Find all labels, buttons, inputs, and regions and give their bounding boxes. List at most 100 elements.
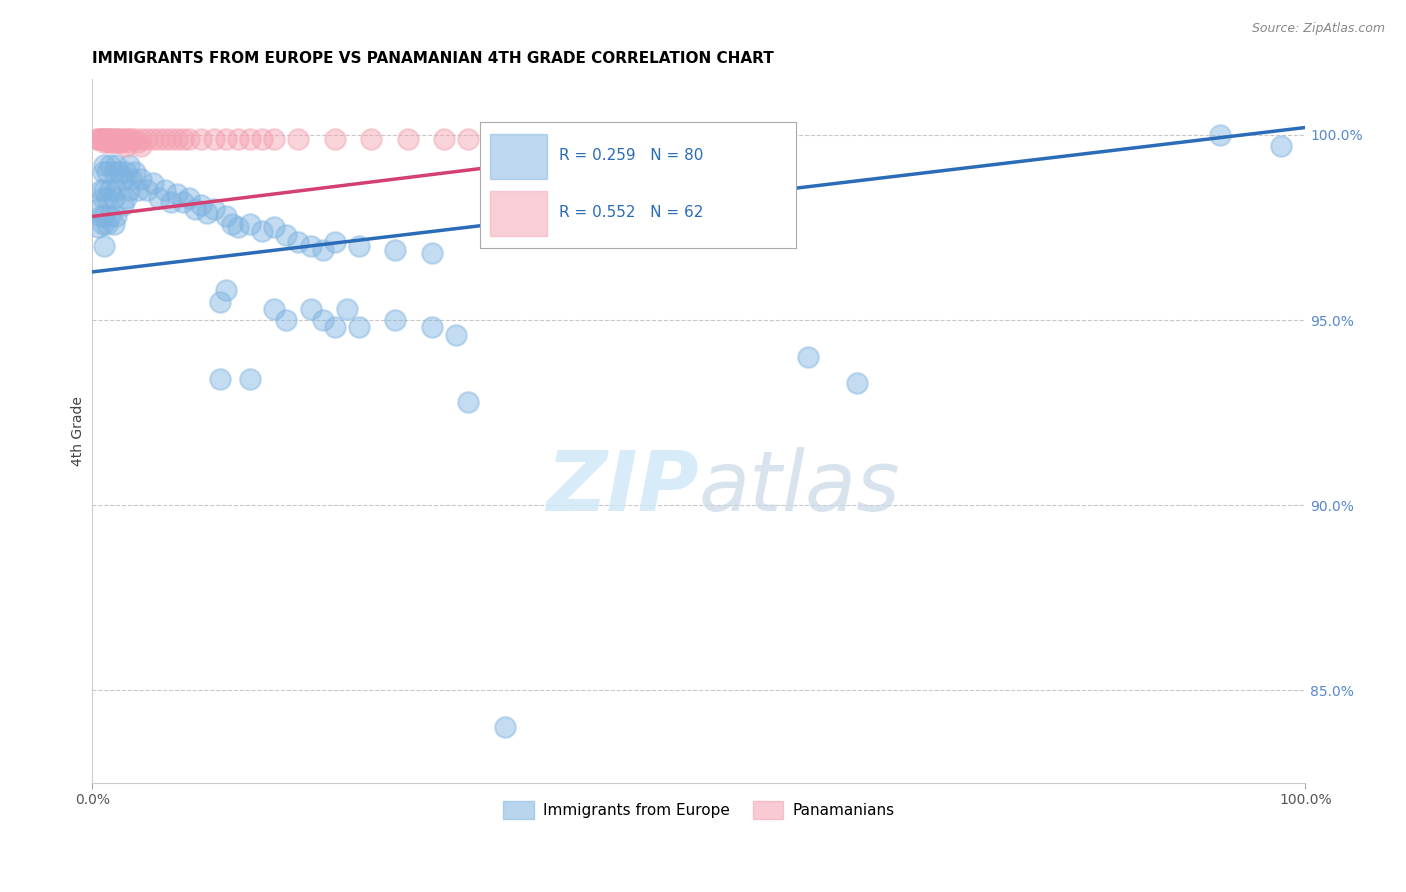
- Point: [111, 131, 134, 145]
- Point: [135, 131, 157, 145]
- Text: ZIP: ZIP: [546, 447, 699, 528]
- Point: [179, 191, 201, 205]
- Point: [108, 136, 131, 150]
- Point: [323, 235, 346, 250]
- Point: [129, 131, 152, 145]
- Point: [129, 139, 152, 153]
- Point: [127, 136, 149, 150]
- Point: [214, 131, 236, 145]
- Point: [124, 165, 146, 179]
- Point: [94, 131, 117, 145]
- Point: [105, 136, 128, 150]
- Point: [93, 131, 115, 145]
- Point: [108, 131, 131, 145]
- Point: [347, 320, 370, 334]
- Point: [100, 131, 122, 145]
- Point: [117, 157, 139, 171]
- Point: [105, 210, 128, 224]
- Point: [87, 220, 110, 235]
- Point: [250, 131, 273, 145]
- Point: [263, 220, 285, 235]
- Point: [627, 131, 650, 145]
- Point: [323, 320, 346, 334]
- Point: [1209, 128, 1232, 142]
- Point: [239, 217, 262, 231]
- Point: [239, 372, 262, 386]
- Point: [93, 157, 115, 171]
- Point: [89, 131, 111, 145]
- Point: [160, 194, 183, 209]
- Point: [96, 191, 118, 205]
- Point: [323, 131, 346, 145]
- Point: [93, 210, 115, 224]
- Point: [190, 131, 212, 145]
- Point: [172, 194, 194, 209]
- Point: [108, 165, 131, 179]
- Point: [90, 131, 112, 145]
- Point: [91, 165, 114, 179]
- Point: [90, 210, 112, 224]
- Point: [103, 165, 125, 179]
- Point: [312, 243, 335, 257]
- Point: [494, 131, 516, 145]
- Point: [384, 243, 406, 257]
- Point: [103, 217, 125, 231]
- Point: [117, 131, 139, 145]
- Point: [202, 131, 225, 145]
- Point: [197, 205, 219, 219]
- Point: [142, 131, 165, 145]
- Point: [117, 184, 139, 198]
- Point: [221, 217, 243, 231]
- Point: [111, 198, 134, 212]
- Point: [129, 172, 152, 186]
- Point: [845, 376, 868, 390]
- Point: [107, 131, 129, 145]
- Point: [148, 131, 170, 145]
- Point: [748, 131, 770, 145]
- Point: [100, 136, 122, 150]
- Point: [688, 131, 710, 145]
- Point: [184, 202, 207, 216]
- Point: [142, 176, 165, 190]
- Point: [135, 184, 157, 198]
- Point: [160, 131, 183, 145]
- Point: [111, 136, 134, 150]
- Point: [98, 131, 121, 145]
- Point: [166, 131, 188, 145]
- Point: [494, 721, 516, 735]
- Point: [299, 239, 322, 253]
- Y-axis label: 4th Grade: 4th Grade: [72, 396, 86, 467]
- Point: [105, 184, 128, 198]
- Point: [90, 131, 112, 145]
- Point: [239, 131, 262, 145]
- Point: [312, 313, 335, 327]
- Point: [179, 131, 201, 145]
- Point: [384, 313, 406, 327]
- Point: [226, 131, 249, 145]
- Point: [103, 191, 125, 205]
- Point: [117, 136, 139, 150]
- Point: [93, 136, 115, 150]
- Point: [530, 131, 553, 145]
- Legend: Immigrants from Europe, Panamanians: Immigrants from Europe, Panamanians: [496, 795, 901, 825]
- Point: [96, 136, 118, 150]
- Point: [153, 184, 176, 198]
- Point: [190, 198, 212, 212]
- Text: IMMIGRANTS FROM EUROPE VS PANAMANIAN 4TH GRADE CORRELATION CHART: IMMIGRANTS FROM EUROPE VS PANAMANIAN 4TH…: [93, 51, 773, 66]
- Point: [120, 131, 142, 145]
- Point: [287, 131, 309, 145]
- Point: [360, 131, 382, 145]
- Point: [336, 301, 359, 316]
- Point: [148, 191, 170, 205]
- Point: [100, 157, 122, 171]
- Point: [87, 202, 110, 216]
- Point: [287, 235, 309, 250]
- Point: [124, 131, 146, 145]
- Point: [214, 210, 236, 224]
- Point: [86, 131, 108, 145]
- Point: [120, 172, 142, 186]
- Point: [396, 131, 419, 145]
- Point: [91, 217, 114, 231]
- Point: [202, 202, 225, 216]
- Point: [263, 301, 285, 316]
